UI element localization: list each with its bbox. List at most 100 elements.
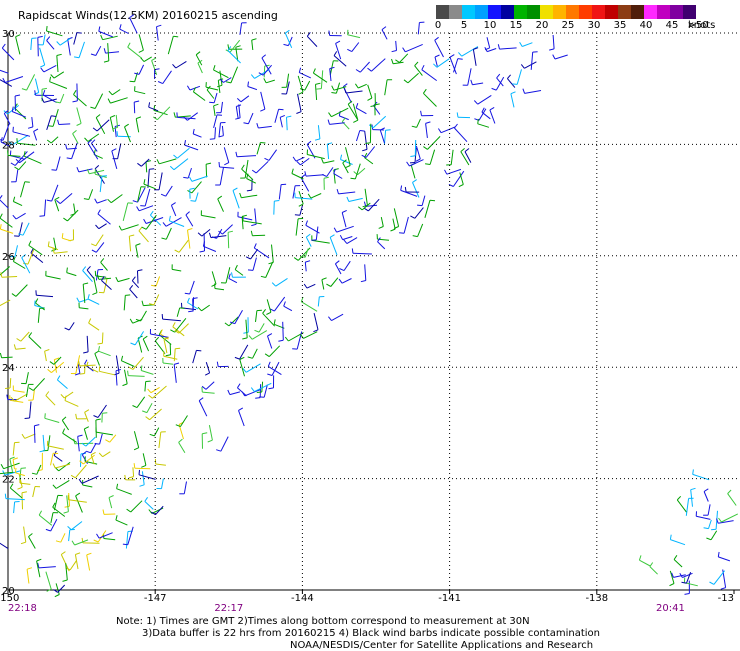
wind-barb-flag — [304, 284, 307, 288]
wind-barb — [125, 370, 128, 384]
wind-barb-flag — [152, 58, 156, 60]
wind-barb-flag — [83, 352, 88, 353]
wind-barb-flag — [74, 90, 77, 94]
wind-barb — [43, 95, 57, 103]
wind-barb — [206, 382, 214, 390]
wind-barb — [343, 163, 349, 173]
wind-barb-flag — [334, 169, 339, 170]
wind-barb — [240, 345, 248, 359]
wind-barb — [112, 151, 117, 169]
wind-barb — [24, 527, 26, 543]
wind-barb-flag — [553, 55, 555, 59]
wind-barb — [322, 280, 324, 290]
wind-barb-flag — [261, 276, 266, 277]
wind-barb — [267, 299, 271, 312]
wind-barb-flag — [364, 208, 368, 211]
wind-barb — [352, 43, 359, 52]
wind-barb-flag — [474, 101, 477, 105]
wind-barb — [196, 193, 199, 202]
wind-barb-flag — [25, 418, 30, 419]
wind-barb — [639, 560, 650, 566]
wind-barb-flag — [127, 509, 131, 512]
wind-barb-flag — [217, 362, 218, 367]
wind-barb — [222, 126, 223, 136]
wind-barb-flag — [110, 116, 115, 118]
wind-barb-flag — [95, 199, 97, 203]
wind-barb-flag — [233, 188, 237, 190]
wind-barb-flag — [356, 70, 360, 73]
wind-barb — [721, 514, 737, 522]
wind-barb — [274, 201, 275, 215]
wind-barb — [358, 84, 367, 88]
wind-barb-flag — [339, 279, 342, 283]
wind-barb-flag — [85, 138, 88, 142]
wind-barb-flag — [719, 518, 722, 522]
wind-barb — [400, 54, 408, 63]
wind-barb — [196, 55, 202, 65]
wind-barb — [125, 127, 131, 142]
wind-barb — [274, 297, 284, 311]
wind-barb-flag — [209, 102, 214, 103]
wind-barb-flag — [130, 81, 135, 82]
wind-barb — [226, 267, 230, 283]
wind-barb-flag — [313, 330, 318, 332]
wind-barb — [220, 71, 222, 86]
wind-barb-flag — [137, 207, 140, 211]
wind-barb-flag — [132, 277, 135, 281]
wind-barb-flag — [413, 180, 417, 183]
wind-barb — [43, 435, 44, 451]
wind-barb — [279, 185, 281, 200]
wind-barb — [34, 131, 37, 140]
wind-barb — [144, 57, 152, 62]
wind-barb-flag — [136, 244, 141, 246]
wind-barb-flag — [179, 439, 183, 442]
wind-barb — [68, 39, 71, 55]
wind-barb — [337, 226, 354, 232]
wind-barb-flag — [322, 278, 327, 280]
wind-barb-flag — [55, 595, 60, 597]
wind-barb — [228, 232, 229, 248]
wind-barb — [145, 189, 150, 206]
wind-barb-flag — [265, 65, 270, 66]
wind-barb — [124, 295, 125, 310]
wind-barb — [60, 193, 72, 203]
wind-barb-flag — [130, 285, 133, 289]
wind-barb — [314, 313, 318, 330]
wind-barb — [79, 42, 84, 58]
wind-barb-flag — [209, 233, 211, 238]
wind-barb — [256, 161, 268, 173]
wind-barb-flag — [337, 189, 338, 194]
wind-barb-flag — [190, 177, 192, 181]
wind-barb-flag — [125, 295, 130, 296]
wind-barb-flag — [438, 129, 441, 133]
wind-barb — [239, 104, 240, 118]
wind-barb — [145, 382, 146, 392]
wind-barb — [99, 533, 113, 538]
wind-barb — [46, 572, 51, 589]
wind-barb-flag — [112, 149, 117, 151]
wind-barb-flag — [174, 112, 175, 117]
y-tick-label: 20 — [2, 586, 15, 597]
wind-barb-flag — [313, 69, 315, 74]
wind-barb-flag — [331, 93, 336, 94]
wind-barb — [71, 522, 82, 530]
wind-barb-flag — [75, 553, 80, 555]
wind-barb-flag — [334, 228, 336, 232]
wind-barb-flag — [56, 200, 60, 203]
wind-barb — [231, 67, 238, 83]
wind-barb-flag — [346, 166, 351, 168]
wind-barb-flag — [174, 155, 178, 158]
wind-barb — [48, 435, 50, 450]
wind-barb-flag — [63, 580, 68, 581]
wind-barb — [179, 442, 185, 452]
wind-barb — [110, 435, 116, 442]
wind-barb — [123, 203, 128, 221]
wind-barb-flag — [339, 269, 344, 271]
wind-barb — [332, 314, 344, 320]
wind-barb — [87, 336, 88, 352]
wind-barb-flag — [650, 563, 653, 567]
wind-barb-flag — [117, 131, 118, 136]
wind-barb-flag — [368, 68, 372, 71]
wind-barb-flag — [264, 78, 266, 82]
wind-barb-flag — [173, 64, 176, 68]
